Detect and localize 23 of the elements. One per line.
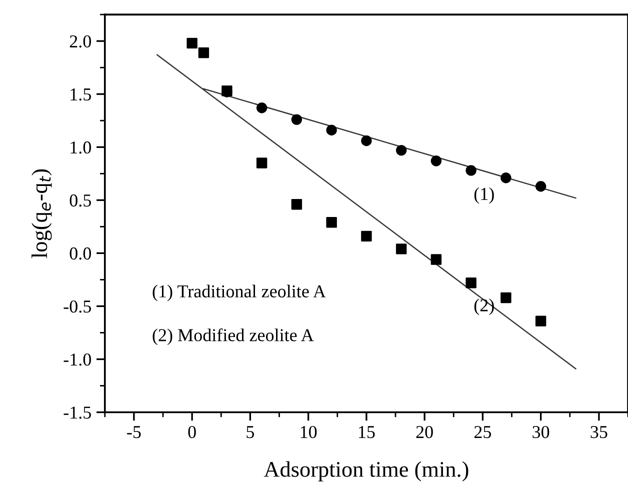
x-tick-label: 10 bbox=[300, 426, 317, 438]
y-axis-title: log(q$_{e}$-q$_{t}$) bbox=[32, 169, 52, 258]
annotation: (2) bbox=[474, 298, 494, 316]
x-tick-label: 5 bbox=[246, 426, 254, 438]
x-tick-label: 35 bbox=[590, 426, 608, 438]
y-tick-label: -1.0 bbox=[64, 353, 91, 366]
x-tick-label: 25 bbox=[474, 426, 492, 438]
y-tick-label: 1.0 bbox=[70, 141, 91, 154]
x-tick-label: 15 bbox=[359, 426, 375, 438]
annotation: (1) bbox=[474, 187, 494, 204]
x-axis-title: Adsorption time (min.) bbox=[264, 461, 468, 482]
x-tick-label: 20 bbox=[416, 426, 433, 438]
x-tick-label: -5 bbox=[127, 426, 141, 438]
x-tick-label: 0 bbox=[188, 426, 196, 438]
annotation: (2) Modified zeolite A bbox=[152, 328, 314, 345]
y-tick-label: 1.5 bbox=[70, 88, 91, 101]
x-tick-label: 30 bbox=[532, 426, 550, 438]
y-tick-label: 0.0 bbox=[70, 247, 91, 260]
y-tick-label: 2.0 bbox=[70, 35, 91, 48]
annotation: (1) Traditional zeolite A bbox=[152, 284, 326, 302]
y-tick-label: -1.5 bbox=[64, 406, 91, 419]
y-tick-label: 0.5 bbox=[70, 194, 91, 207]
y-tick-label: -0.5 bbox=[64, 300, 91, 313]
